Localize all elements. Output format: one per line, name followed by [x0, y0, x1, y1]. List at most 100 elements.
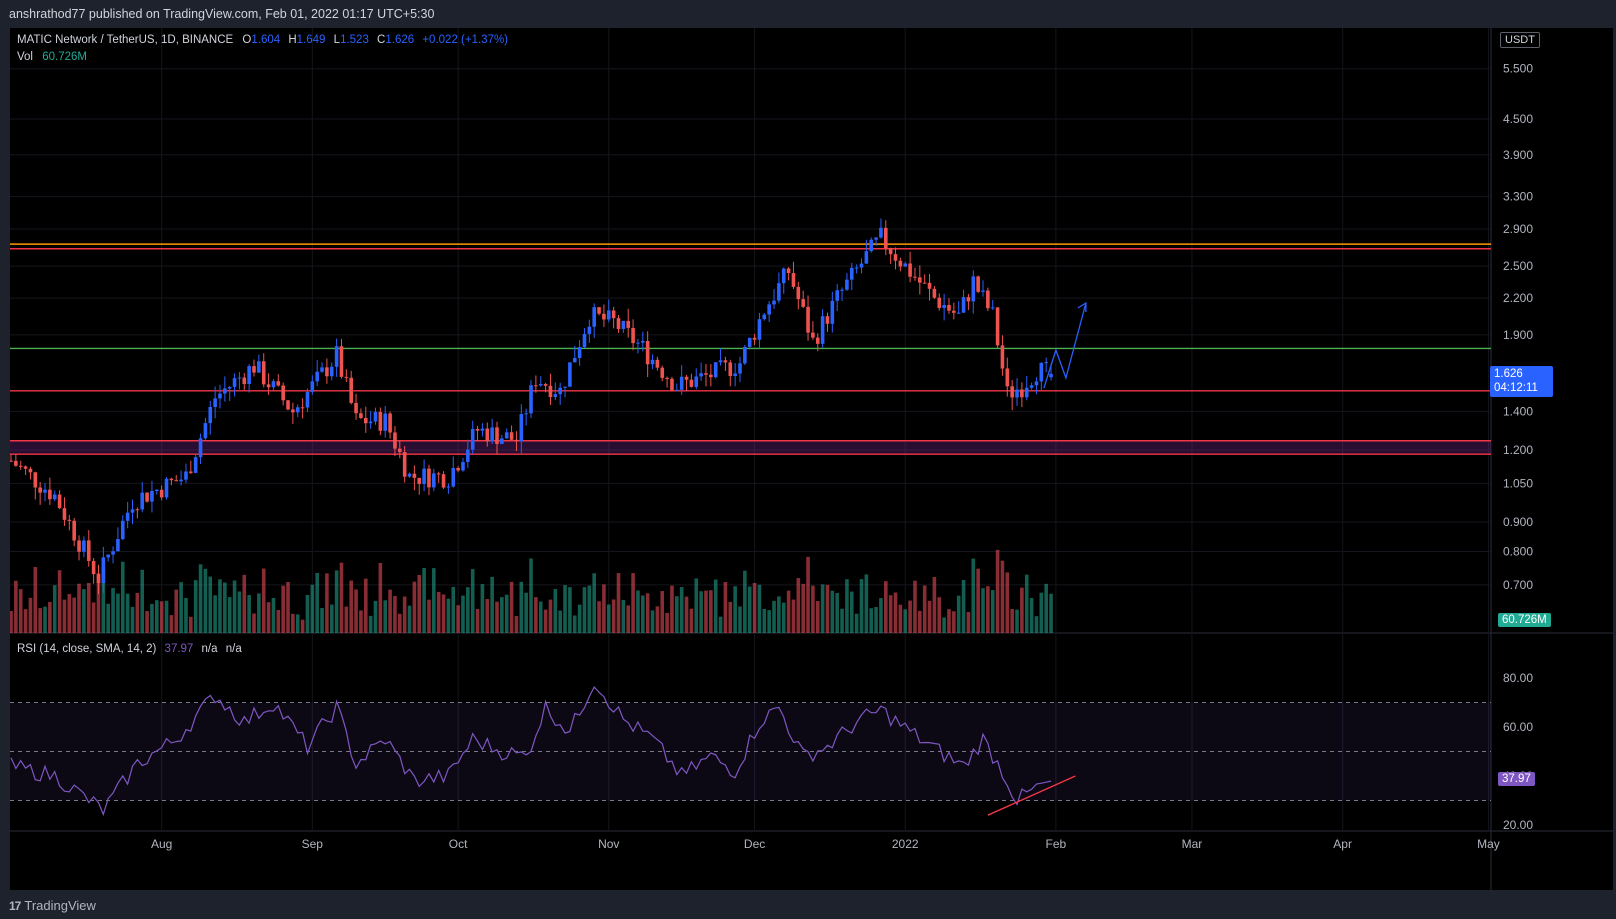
- volume-bar: [179, 582, 183, 633]
- candle-body: [1034, 381, 1039, 386]
- horizontal-levels[interactable]: [10, 243, 1491, 455]
- candle-body: [704, 373, 708, 375]
- price-tag-value: 1.626: [1494, 368, 1523, 380]
- volume-bar: [441, 594, 446, 633]
- volume-bar: [223, 582, 227, 633]
- volume-bar: [72, 597, 76, 633]
- volume-bar: [490, 576, 494, 633]
- price-axis[interactable]: 5.500 4.500 3.900 3.300 2.900 2.500 2.200 1.900…: [1503, 62, 1533, 832]
- volume-bar: [57, 570, 62, 633]
- volume-bar: [62, 599, 67, 633]
- volume-bar: [577, 604, 582, 633]
- volume-legend: Vol 60.726M: [17, 51, 87, 63]
- volume-bar: [558, 610, 562, 633]
- rsi-tag: 37.97: [1498, 772, 1535, 786]
- candle-body: [733, 373, 737, 377]
- volume-bar: [874, 607, 878, 633]
- currency-badge[interactable]: USDT: [1500, 32, 1540, 48]
- volume-bar: [660, 591, 665, 633]
- drawings[interactable]: [1043, 301, 1087, 389]
- candle-body: [451, 467, 456, 487]
- volume-bar: [947, 609, 951, 633]
- candle-body: [213, 398, 217, 407]
- candle-body: [611, 310, 616, 319]
- candle-body: [553, 394, 558, 398]
- symbol-title[interactable]: MATIC Network / TetherUS, 1D, BINANCE: [17, 34, 234, 46]
- candle-body: [1015, 389, 1019, 398]
- candle-body: [106, 554, 110, 558]
- volume-bar: [38, 608, 42, 633]
- volume-bar: [835, 593, 839, 633]
- vol-label[interactable]: Vol: [17, 51, 33, 63]
- volume-bar: [315, 573, 319, 633]
- candle-body: [111, 551, 115, 555]
- volume-bar: [276, 610, 281, 633]
- candle-body: [252, 366, 256, 373]
- candle-body: [145, 492, 149, 502]
- candle-body: [495, 427, 499, 444]
- candle-body: [947, 304, 951, 311]
- candle-body: [791, 273, 796, 287]
- volume-bar: [300, 619, 305, 633]
- candle-body: [485, 428, 490, 442]
- volume-bar: [952, 611, 956, 633]
- candle-body: [558, 387, 562, 395]
- candle-body: [456, 467, 460, 471]
- candle-body: [981, 290, 985, 292]
- volume-bar: [247, 595, 251, 633]
- volume-bar: [918, 610, 922, 633]
- candle-body: [913, 276, 917, 278]
- candle-body: [130, 509, 135, 513]
- candle-body: [349, 377, 353, 403]
- candle-body: [378, 411, 383, 431]
- arrow-head-icon: [1077, 301, 1087, 312]
- candle-body: [490, 427, 494, 442]
- candle-body: [650, 359, 655, 365]
- change-value: +0.022 (+1.37%): [422, 34, 509, 46]
- candle-body: [587, 326, 592, 334]
- candle-body: [631, 327, 635, 344]
- volume-bar: [845, 579, 849, 633]
- candle-body: [227, 386, 232, 389]
- volume-bar: [898, 604, 903, 633]
- volume-bar: [266, 602, 271, 633]
- candle-body: [310, 381, 315, 392]
- volume-bar: [242, 574, 247, 633]
- volume-bar: [252, 613, 256, 633]
- tradingview-brand[interactable]: 17 TradingView: [9, 898, 96, 913]
- candle-body: [179, 479, 183, 482]
- volume-bar: [990, 590, 995, 633]
- chart-svg[interactable]: 5.500 4.500 3.900 3.300 2.900 2.500 2.200 1.900…: [9, 28, 1613, 890]
- candle-body: [645, 340, 650, 365]
- volume-bar: [995, 549, 1000, 633]
- volume-bar: [563, 585, 567, 633]
- volume-bar: [237, 591, 242, 633]
- volume-bar: [1010, 609, 1014, 633]
- candle-body: [655, 359, 660, 368]
- volume-bar: [393, 596, 397, 633]
- volume-bar: [33, 566, 38, 633]
- volume-bar: [232, 580, 237, 633]
- volume-bar: [699, 591, 703, 633]
- candle-body: [529, 385, 533, 414]
- candle-body: [67, 519, 72, 521]
- volume-bar: [169, 615, 174, 633]
- volume-bar: [378, 562, 383, 633]
- candle-body: [927, 282, 932, 289]
- candle-body: [641, 340, 645, 343]
- candle-body: [9, 460, 13, 462]
- volume-bar: [106, 603, 110, 633]
- volume-bar: [621, 599, 626, 633]
- time-axis[interactable]: Aug Sep Oct Nov Dec 2022 Feb Mar Apr May: [151, 837, 1500, 851]
- volume-bar: [52, 585, 57, 633]
- footer: [0, 890, 1616, 919]
- chart-area[interactable]: 5.500 4.500 3.900 3.300 2.900 2.500 2.200 1.900…: [9, 28, 1613, 890]
- candle-body: [101, 557, 106, 584]
- support-zone: [10, 440, 1491, 455]
- candle-body: [582, 333, 587, 348]
- volume-bar: [631, 573, 635, 633]
- rsi-label[interactable]: RSI (14, close, SMA, 14, 2): [17, 643, 157, 655]
- candle-body: [120, 520, 125, 540]
- candle-body: [373, 411, 378, 422]
- volume-bar: [227, 597, 232, 633]
